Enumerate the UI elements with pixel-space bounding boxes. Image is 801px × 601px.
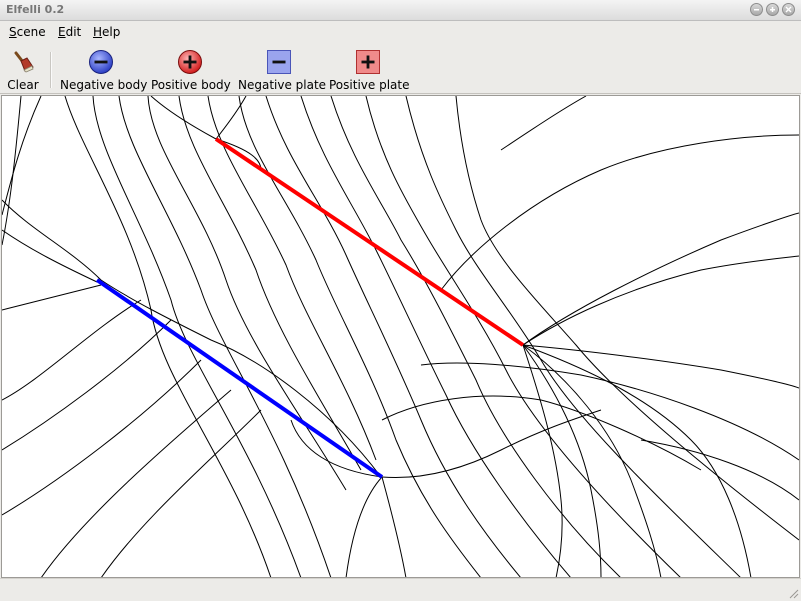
menu-scene-mnemonic: S — [9, 25, 17, 39]
negative-body-label: Negative body — [60, 78, 148, 92]
close-icon — [785, 6, 792, 13]
negative-plate-label: Negative plate — [238, 78, 327, 92]
field-line — [64, 96, 272, 577]
field-line — [215, 96, 247, 140]
minimize-button[interactable] — [750, 3, 763, 16]
negative-plate-icon — [267, 50, 291, 74]
menu-help-label: elp — [102, 25, 121, 39]
positive-plate-label: Positive plate — [329, 78, 410, 92]
field-line — [522, 212, 799, 346]
positive-plate-icon — [356, 50, 380, 74]
field-line — [522, 344, 662, 577]
field-line — [41, 389, 232, 577]
field-line — [381, 409, 602, 478]
field-line — [381, 476, 407, 577]
field-line — [522, 344, 799, 389]
title-bar: Elfelli 0.2 — [0, 0, 801, 21]
field-line — [455, 96, 799, 541]
field-line — [2, 96, 22, 246]
field-line — [2, 96, 42, 216]
close-button[interactable] — [782, 3, 795, 16]
field-line — [2, 284, 102, 311]
field-line — [500, 96, 587, 151]
menu-edit[interactable]: Edit — [58, 25, 81, 39]
window-title: Elfelli 0.2 — [6, 3, 65, 16]
field-lines-drawing — [2, 96, 799, 577]
menu-edit-mnemonic: E — [58, 25, 66, 39]
maximize-button[interactable] — [766, 3, 779, 16]
menu-help-mnemonic: H — [93, 25, 103, 39]
field-line — [381, 395, 702, 471]
negative-body-button[interactable]: Negative body — [60, 47, 148, 92]
field-line — [300, 96, 571, 577]
field-line — [522, 344, 752, 577]
field-line — [365, 96, 681, 577]
positive-body-icon — [178, 50, 202, 74]
clear-button[interactable]: Clear — [7, 47, 39, 92]
broom-icon — [14, 51, 34, 73]
menu-scene-label: cene — [16, 25, 46, 39]
field-line — [522, 344, 602, 577]
scene-canvas[interactable] — [1, 95, 800, 578]
field-line — [238, 96, 481, 577]
field-line — [2, 229, 98, 283]
positive-body-label: Positive body — [151, 78, 231, 92]
menu-edit-label: dit — [65, 25, 82, 39]
field-line — [345, 476, 383, 577]
menu-help[interactable]: Help — [93, 25, 120, 39]
menu-scene[interactable]: Scene — [9, 25, 46, 39]
menu-bar: Scene Edit Help — [0, 21, 801, 44]
negative-plate-button[interactable]: Negative plate — [238, 47, 327, 92]
field-line — [2, 199, 382, 478]
field-line — [440, 134, 799, 291]
field-line — [2, 359, 202, 516]
field-line — [118, 96, 332, 577]
maximize-icon — [770, 7, 775, 12]
window-controls — [750, 3, 795, 16]
field-line — [405, 96, 741, 577]
status-bar — [0, 578, 801, 601]
field-line — [101, 409, 262, 577]
positive-body-button[interactable]: Positive body — [151, 47, 231, 92]
field-line — [2, 299, 142, 401]
field-line — [420, 362, 799, 461]
minimize-icon — [754, 9, 759, 11]
positive-plate[interactable] — [214, 137, 525, 347]
field-line — [290, 419, 383, 478]
negative-plate[interactable] — [95, 278, 384, 479]
field-line — [92, 96, 302, 577]
field-line — [2, 319, 172, 451]
positive-plate-button[interactable]: Positive plate — [329, 47, 410, 92]
field-line — [178, 96, 362, 471]
field-line — [150, 96, 217, 140]
toolbar-separator — [50, 52, 52, 88]
field-line — [265, 96, 521, 577]
toolbar: Clear Negative body Positive body — [0, 44, 801, 94]
field-line — [640, 439, 799, 501]
field-line — [207, 96, 377, 461]
field-line — [330, 96, 621, 577]
resize-grip-icon[interactable] — [787, 587, 799, 599]
field-line — [522, 255, 799, 346]
field-line — [522, 344, 563, 577]
clear-label: Clear — [7, 78, 39, 92]
negative-body-icon — [89, 50, 113, 74]
